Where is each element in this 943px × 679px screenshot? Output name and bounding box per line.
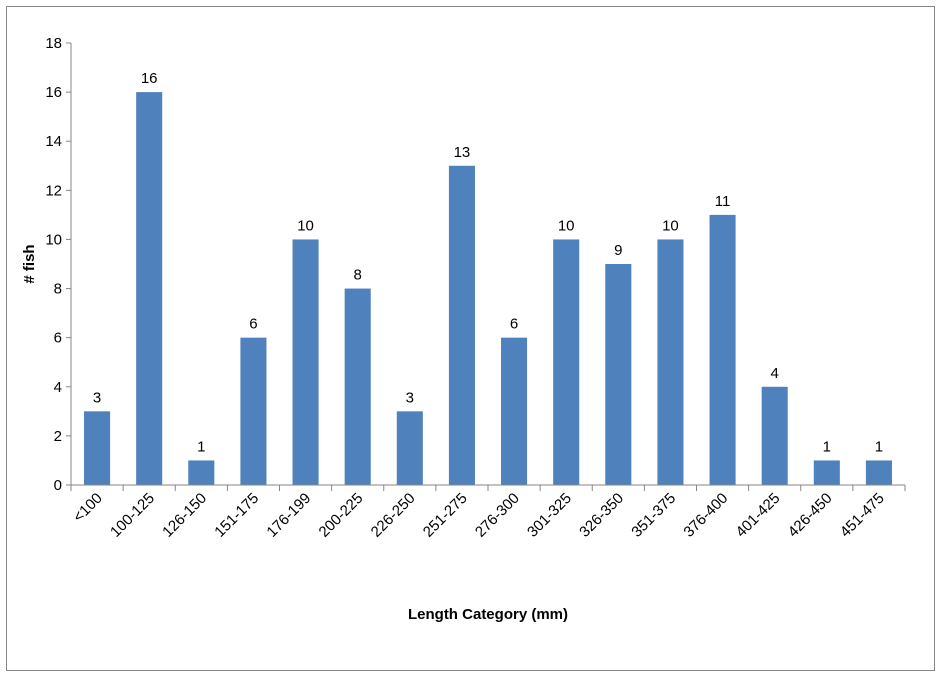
bar-value-label: 10 xyxy=(558,217,575,234)
bar-value-label: 6 xyxy=(510,316,518,333)
y-tick-label: 4 xyxy=(54,379,62,396)
bar xyxy=(188,460,215,485)
bar xyxy=(709,214,736,485)
x-tick-label: 226-250 xyxy=(368,490,419,541)
x-axis-ticks: <100 100-125 126-150 151-175 176-199 200-225 2… xyxy=(70,485,906,541)
bar xyxy=(396,411,423,485)
bar xyxy=(136,92,163,485)
x-tick-label: 151-175 xyxy=(211,490,262,541)
bar-value-label: 9 xyxy=(614,242,622,259)
bar-value-label: 4 xyxy=(771,365,779,382)
x-tick-label: 251-275 xyxy=(420,490,471,541)
y-axis-ticks: 0 2 4 6 8 10 12 14 16 18 xyxy=(45,35,71,494)
x-tick-label: 200-225 xyxy=(316,490,367,541)
y-tick-label: 8 xyxy=(54,281,62,298)
bar xyxy=(553,239,580,485)
bar-value-label: 16 xyxy=(141,70,158,87)
bar xyxy=(761,386,788,485)
bar-value-label: 10 xyxy=(662,217,679,234)
y-tick-label: 12 xyxy=(45,182,62,199)
y-tick-label: 14 xyxy=(45,133,62,150)
bar xyxy=(344,288,371,485)
y-tick-label: 10 xyxy=(45,231,62,248)
x-tick-label: 401-425 xyxy=(733,490,784,541)
bar-value-label: 13 xyxy=(454,144,471,161)
bar-value-label: 1 xyxy=(875,438,883,455)
bar-value-label: 11 xyxy=(715,193,731,210)
bar xyxy=(292,239,319,485)
y-axis-title: # fish xyxy=(21,244,38,283)
x-tick-label: 100-125 xyxy=(107,490,158,541)
bar xyxy=(605,264,632,485)
chart-area: 0 2 4 6 8 10 12 14 16 18 3 16 1 6 10 8 3 13 6 10 9 10 11 4 1 1 <… xyxy=(6,6,935,671)
bar-value-label: 1 xyxy=(197,438,205,455)
bar xyxy=(84,411,111,485)
y-tick-label: 0 xyxy=(54,477,62,494)
x-tick-label: 426-450 xyxy=(785,490,836,541)
bar-value-label: 6 xyxy=(249,316,257,333)
bar xyxy=(501,337,528,485)
x-tick-label: 351-375 xyxy=(628,490,679,541)
bar xyxy=(657,239,684,485)
y-tick-label: 16 xyxy=(45,84,62,101)
y-tick-label: 2 xyxy=(54,428,62,445)
x-tick-label: 376-400 xyxy=(680,490,731,541)
bar-value-label: 1 xyxy=(823,438,831,455)
x-axis-title: Length Category (mm) xyxy=(408,606,568,623)
bar-value-label: 3 xyxy=(93,389,101,406)
bar-series xyxy=(84,92,892,485)
x-tick-label: 451-475 xyxy=(837,490,888,541)
bar xyxy=(813,460,840,485)
bar-value-label: 3 xyxy=(406,389,414,406)
x-tick-label: <100 xyxy=(70,490,106,526)
x-tick-label: 126-150 xyxy=(159,490,210,541)
bar xyxy=(448,165,475,485)
x-tick-label: 176-199 xyxy=(263,490,314,541)
y-tick-label: 18 xyxy=(45,35,62,52)
x-tick-label: 276-300 xyxy=(472,490,523,541)
bar xyxy=(240,337,267,485)
x-tick-label: 301-325 xyxy=(524,490,575,541)
bar-value-label: 8 xyxy=(354,267,362,284)
x-tick-label: 326-350 xyxy=(576,490,627,541)
bar xyxy=(865,460,892,485)
y-tick-label: 6 xyxy=(54,330,62,347)
bar-value-label: 10 xyxy=(297,217,314,234)
